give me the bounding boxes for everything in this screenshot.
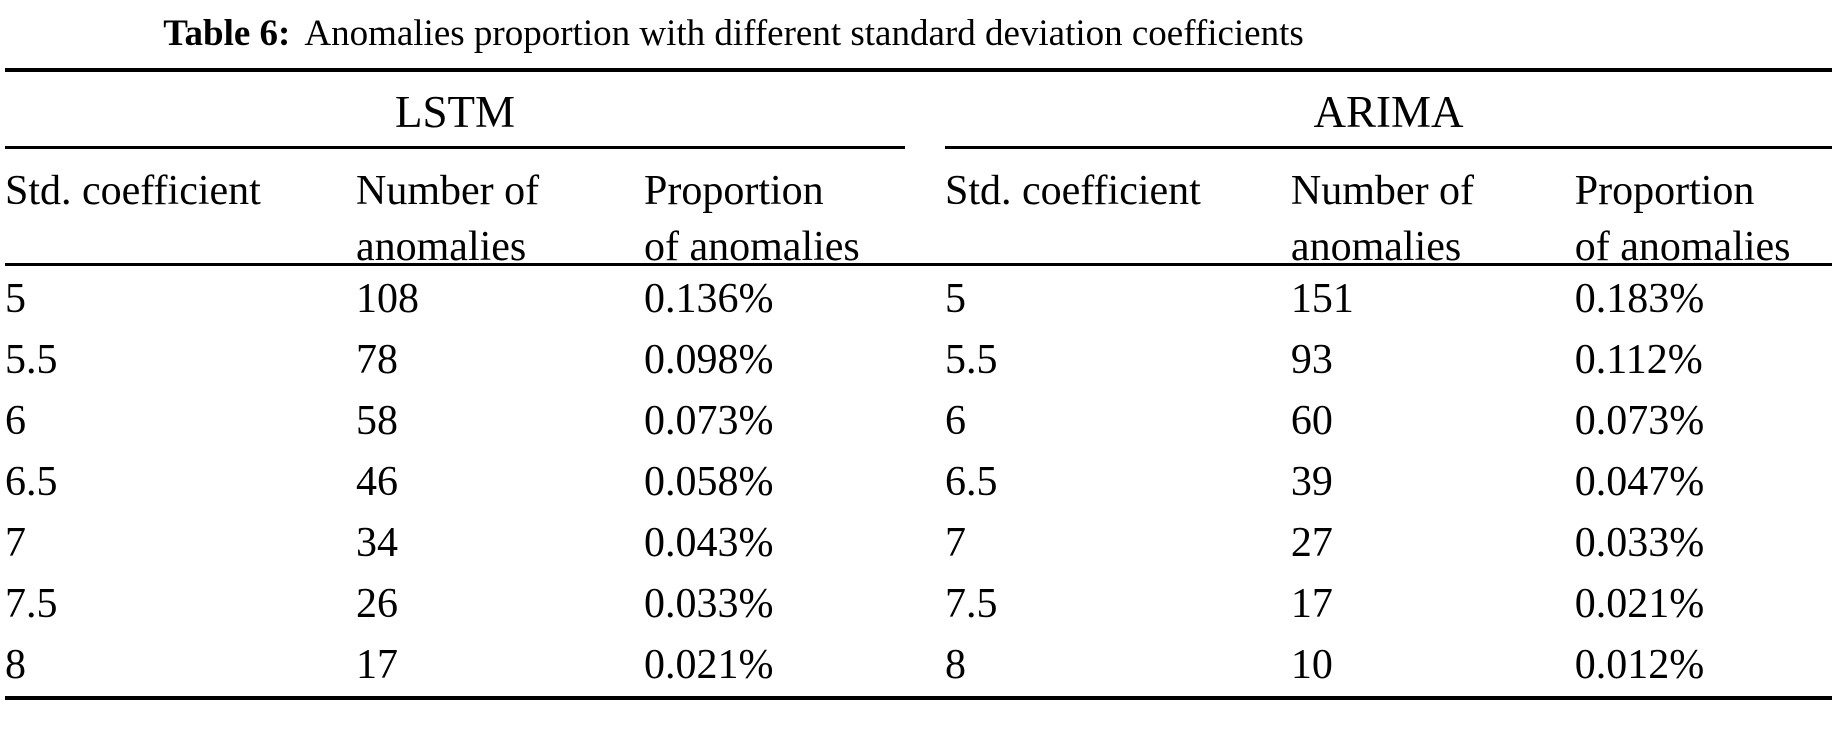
table-caption: Table 6: Anomalies proportion with differ… <box>5 0 1832 68</box>
arima-body: 5 151 0.183% 5.5 93 0.112% 6 60 0.073% 6.5 39 0.047… <box>945 269 1832 696</box>
header-rule <box>5 263 1832 266</box>
column-header-line: of anomalies <box>644 224 860 270</box>
column-header-line: Proportion <box>1574 168 1755 214</box>
cell-proportion-of-anomalies: 0.012% <box>1574 642 1705 688</box>
column-header-number-of-anomalies: Number of anomalies <box>1291 163 1575 275</box>
cell-number-of-anomalies: 34 <box>356 520 398 566</box>
column-header-proportion-of-anomalies: Proportion of anomalies <box>644 163 905 275</box>
column-header-line: Std. coefficient <box>945 168 1201 214</box>
cell-number-of-anomalies: 93 <box>1290 337 1333 383</box>
table-row: 6.5 46 0.058% <box>5 452 905 513</box>
column-header-line: Proportion <box>644 168 824 214</box>
cell-std-coefficient: 5 <box>945 276 966 322</box>
column-header-line: Number of <box>356 168 540 214</box>
table-caption-label: Table 6: <box>163 13 291 54</box>
cell-proportion-of-anomalies: 0.098% <box>644 337 774 383</box>
table-row: 5 151 0.183% <box>945 269 1832 330</box>
lstm-column-headers: Std. coefficient Number of anomalies Pro… <box>5 149 905 270</box>
table-row: 7.5 26 0.033% <box>5 574 905 635</box>
column-header-std-coefficient: Std. coefficient <box>945 163 1291 275</box>
cell-number-of-anomalies: 60 <box>1290 398 1333 444</box>
column-header-line: anomalies <box>1290 224 1462 270</box>
cell-std-coefficient: 7 <box>5 520 26 566</box>
column-header-number-of-anomalies: Number of anomalies <box>356 163 644 275</box>
cell-number-of-anomalies: 58 <box>356 398 398 444</box>
cell-std-coefficient: 6 <box>945 398 966 444</box>
cell-proportion-of-anomalies: 0.073% <box>1574 398 1705 444</box>
column-header-line: anomalies <box>356 224 527 270</box>
cell-proportion-of-anomalies: 0.047% <box>1574 459 1705 505</box>
table-row: 6 60 0.073% <box>945 391 1832 452</box>
table-row: 5.5 93 0.112% <box>945 330 1832 391</box>
cell-proportion-of-anomalies: 0.033% <box>644 581 774 627</box>
cell-std-coefficient: 8 <box>5 642 26 688</box>
group-mid-rules <box>5 146 1832 149</box>
cell-std-coefficient: 7.5 <box>5 581 58 627</box>
cell-proportion-of-anomalies: 0.033% <box>1574 520 1705 566</box>
table-row: 7 34 0.043% <box>5 513 905 574</box>
cell-number-of-anomalies: 151 <box>1290 276 1354 322</box>
cell-number-of-anomalies: 27 <box>1290 520 1333 566</box>
group-name-lstm: LSTM <box>394 87 515 137</box>
table-row: 8 17 0.021% <box>5 635 905 696</box>
cell-number-of-anomalies: 78 <box>356 337 398 383</box>
cell-number-of-anomalies: 10 <box>1290 642 1333 688</box>
cell-number-of-anomalies: 46 <box>356 459 398 505</box>
cell-proportion-of-anomalies: 0.073% <box>644 398 774 444</box>
lstm-body: 5 108 0.136% 5.5 78 0.098% 6 58 0.073% 6.5 46 0.058… <box>5 269 905 696</box>
arima-column-headers: Std. coefficient Number of anomalies Pro… <box>945 149 1832 270</box>
cell-std-coefficient: 6.5 <box>945 459 998 505</box>
cell-number-of-anomalies: 26 <box>356 581 398 627</box>
table-row: 6 58 0.073% <box>5 391 905 452</box>
cell-number-of-anomalies: 39 <box>1290 459 1333 505</box>
column-header-line: Std. coefficient <box>5 168 261 214</box>
cell-proportion-of-anomalies: 0.021% <box>1574 581 1705 627</box>
cell-std-coefficient: 5 <box>5 276 26 322</box>
bottom-rule <box>5 696 1832 700</box>
table-row: 5 108 0.136% <box>5 269 905 330</box>
cell-std-coefficient: 7 <box>945 520 966 566</box>
cell-std-coefficient: 5.5 <box>945 337 998 383</box>
cell-std-coefficient: 6.5 <box>5 459 58 505</box>
column-header-line: Number of <box>1290 168 1475 214</box>
arima-mid-rule <box>945 146 1832 149</box>
cell-proportion-of-anomalies: 0.136% <box>644 276 774 322</box>
table-row: 7 27 0.033% <box>945 513 1832 574</box>
top-rule <box>5 68 1832 72</box>
cell-proportion-of-anomalies: 0.058% <box>644 459 774 505</box>
cell-number-of-anomalies: 17 <box>1290 581 1333 627</box>
group-name-arima: ARIMA <box>1313 87 1464 137</box>
cell-std-coefficient: 6 <box>5 398 26 444</box>
lstm-mid-rule <box>5 146 905 149</box>
column-header-line: of anomalies <box>1574 224 1791 270</box>
cell-number-of-anomalies: 108 <box>356 276 419 322</box>
cell-proportion-of-anomalies: 0.043% <box>644 520 774 566</box>
table-row: 5.5 78 0.098% <box>5 330 905 391</box>
table-caption-text: Anomalies proportion with different stan… <box>304 13 1304 54</box>
column-header-row: Std. coefficient Number of anomalies Pro… <box>5 149 1832 270</box>
table-row: 6.5 39 0.047% <box>945 452 1832 513</box>
table-row: 7.5 17 0.021% <box>945 574 1832 635</box>
cell-std-coefficient: 8 <box>945 642 966 688</box>
cell-proportion-of-anomalies: 0.183% <box>1574 276 1705 322</box>
cell-number-of-anomalies: 17 <box>356 642 398 688</box>
column-header-proportion-of-anomalies: Proportion of anomalies <box>1575 163 1832 275</box>
column-header-std-coefficient: Std. coefficient <box>5 163 356 275</box>
cell-proportion-of-anomalies: 0.112% <box>1574 337 1703 383</box>
group-header-row: LSTM ARIMA <box>5 72 1832 146</box>
cell-proportion-of-anomalies: 0.021% <box>644 642 774 688</box>
table-body: 5 108 0.136% 5.5 78 0.098% 6 58 0.073% 6.5 46 0.058… <box>5 266 1832 696</box>
cell-std-coefficient: 7.5 <box>945 581 998 627</box>
cell-std-coefficient: 5.5 <box>5 337 58 383</box>
table-row: 8 10 0.012% <box>945 635 1832 696</box>
